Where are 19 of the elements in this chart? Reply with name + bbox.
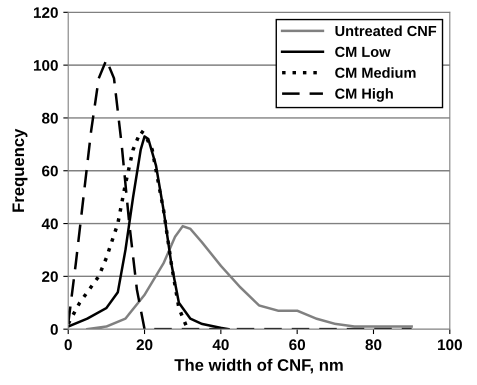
x-tick-label: 20 <box>136 339 152 350</box>
x-tick-label: 100 <box>438 339 462 350</box>
y-tick-label: 0 <box>50 324 58 335</box>
x-tick-label: 40 <box>212 339 229 350</box>
x-tick-label: 0 <box>64 339 72 350</box>
y-tick-label: 20 <box>42 271 58 282</box>
legend-label: CM High <box>335 88 393 102</box>
x-tick-label: 60 <box>289 339 306 350</box>
y-tick-label: 60 <box>42 166 58 176</box>
y-tick-label: 80 <box>42 112 58 124</box>
y-tick-label: 120 <box>34 7 58 18</box>
legend-label: Untreated CNF <box>335 25 436 36</box>
y-tick-label: 100 <box>34 60 58 71</box>
x-axis-title: The width of CNF, nm <box>174 358 343 374</box>
x-tick-label: 80 <box>365 339 382 350</box>
legend-label: CM Medium <box>335 67 416 78</box>
legend-label: CM Low <box>335 46 391 58</box>
y-tick-label: 40 <box>42 218 58 230</box>
y-axis-title: Frequency <box>12 128 28 212</box>
